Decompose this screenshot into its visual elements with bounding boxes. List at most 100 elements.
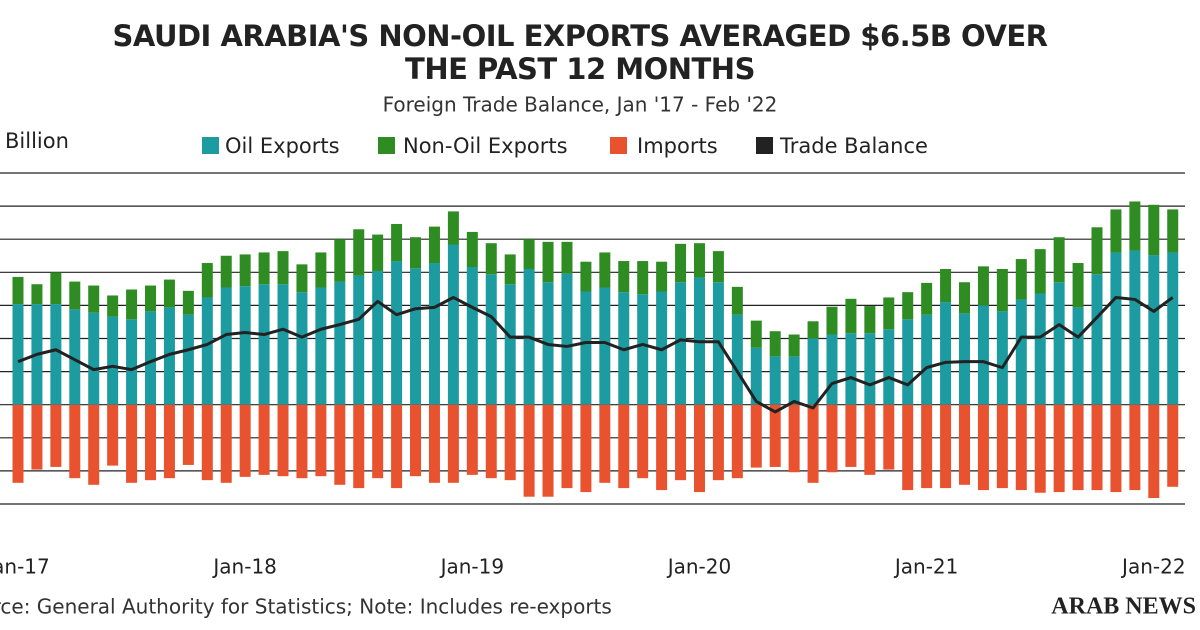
bar xyxy=(959,282,970,314)
bar xyxy=(864,404,876,475)
bar xyxy=(883,404,895,470)
bar xyxy=(902,404,914,491)
bar xyxy=(731,404,743,479)
bar xyxy=(315,404,327,477)
x-tick-label: Jan-19 xyxy=(439,555,505,579)
chart-title: THE PAST 12 MONTHS xyxy=(405,52,755,86)
bar xyxy=(182,290,194,315)
trade-balance-line xyxy=(17,295,1174,414)
bar xyxy=(145,311,157,405)
bar xyxy=(977,305,989,405)
bar xyxy=(447,404,459,483)
bar xyxy=(258,404,270,475)
bar xyxy=(31,284,43,305)
bar xyxy=(1091,274,1103,405)
legend-label: Non-Oil Exports xyxy=(403,134,568,158)
bar xyxy=(201,263,213,298)
bar xyxy=(163,307,175,405)
bar xyxy=(637,294,649,405)
bar xyxy=(542,241,554,283)
bar xyxy=(428,263,440,405)
bar xyxy=(637,261,649,295)
bar xyxy=(1110,404,1122,493)
legend-swatch xyxy=(610,137,627,154)
bar xyxy=(353,404,365,489)
bar xyxy=(845,333,857,405)
bar xyxy=(675,404,687,481)
x-tick-label: Jan-20 xyxy=(666,555,732,579)
bar xyxy=(561,241,573,274)
bar xyxy=(50,404,62,467)
bar xyxy=(391,223,403,262)
bar xyxy=(712,404,724,481)
bar xyxy=(940,404,952,489)
bar xyxy=(750,347,762,405)
bar xyxy=(940,302,952,405)
bar xyxy=(410,268,422,405)
bar xyxy=(258,284,270,405)
bar xyxy=(220,287,232,405)
bar xyxy=(731,286,743,315)
bar xyxy=(1167,209,1179,253)
bar xyxy=(845,298,857,334)
bar xyxy=(1015,299,1027,405)
bar xyxy=(921,282,933,315)
bar xyxy=(372,404,384,479)
bar xyxy=(1129,250,1141,405)
bar xyxy=(599,252,611,288)
bar xyxy=(940,268,952,303)
bar xyxy=(220,255,232,288)
bar xyxy=(712,251,724,283)
bar xyxy=(807,321,819,339)
bar xyxy=(977,404,989,491)
bar xyxy=(163,279,175,308)
bar xyxy=(315,252,327,288)
bar xyxy=(826,404,838,473)
bar xyxy=(523,404,535,497)
bar xyxy=(334,404,346,485)
bar xyxy=(1167,252,1179,405)
bar xyxy=(1015,259,1027,300)
bar xyxy=(504,404,516,481)
bar xyxy=(996,311,1008,405)
bar xyxy=(410,404,422,477)
bar xyxy=(902,292,914,320)
bar xyxy=(618,404,630,489)
bar xyxy=(1148,204,1160,256)
bar xyxy=(277,284,289,405)
y-axis-label: Billion xyxy=(5,129,69,153)
legend-label: Trade Balance xyxy=(779,134,928,158)
x-tick-label: Jan-21 xyxy=(893,555,959,579)
bar xyxy=(883,329,895,405)
bar xyxy=(996,268,1008,312)
bar xyxy=(1072,307,1084,405)
bar xyxy=(12,276,24,305)
bar xyxy=(750,404,762,468)
bar xyxy=(391,404,403,489)
bar xyxy=(107,316,119,405)
bar xyxy=(656,404,668,491)
bar xyxy=(1034,249,1046,294)
bar xyxy=(201,297,213,405)
bar xyxy=(921,314,933,405)
bar xyxy=(220,404,232,483)
bar xyxy=(1091,227,1103,275)
bar xyxy=(977,266,989,306)
bar xyxy=(693,243,705,278)
bar xyxy=(1091,404,1103,491)
bar xyxy=(69,281,81,310)
bar xyxy=(353,229,365,276)
bar xyxy=(391,261,403,405)
bar xyxy=(1110,252,1122,405)
legend-label: Oil Exports xyxy=(225,134,340,158)
bar xyxy=(466,267,478,405)
bar xyxy=(959,404,970,485)
bar xyxy=(447,211,459,245)
bar xyxy=(1148,404,1160,499)
bar xyxy=(1053,237,1065,283)
bar xyxy=(372,234,384,271)
bar xyxy=(31,404,43,470)
bar xyxy=(296,404,308,479)
bar xyxy=(750,320,762,348)
bar xyxy=(145,285,157,312)
